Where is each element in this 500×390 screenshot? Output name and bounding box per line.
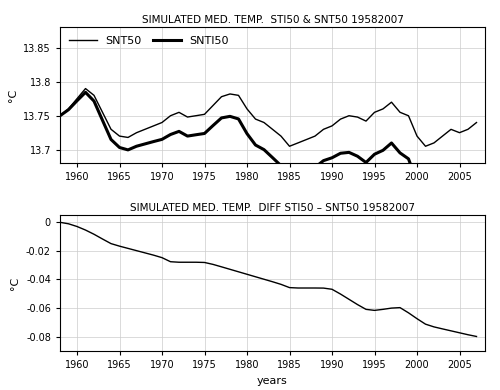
X-axis label: years: years — [257, 376, 288, 386]
Y-axis label: °C: °C — [8, 89, 18, 102]
Title: SIMULATED MED. TEMP.  DIFF STI50 – SNT50 19582007: SIMULATED MED. TEMP. DIFF STI50 – SNT50 … — [130, 203, 415, 213]
Y-axis label: °C: °C — [10, 277, 20, 290]
Title: SIMULATED MED. TEMP.  STI50 & SNT50 19582007: SIMULATED MED. TEMP. STI50 & SNT50 19582… — [142, 15, 404, 25]
Legend: SNT50, SNTI50: SNT50, SNTI50 — [66, 33, 232, 50]
